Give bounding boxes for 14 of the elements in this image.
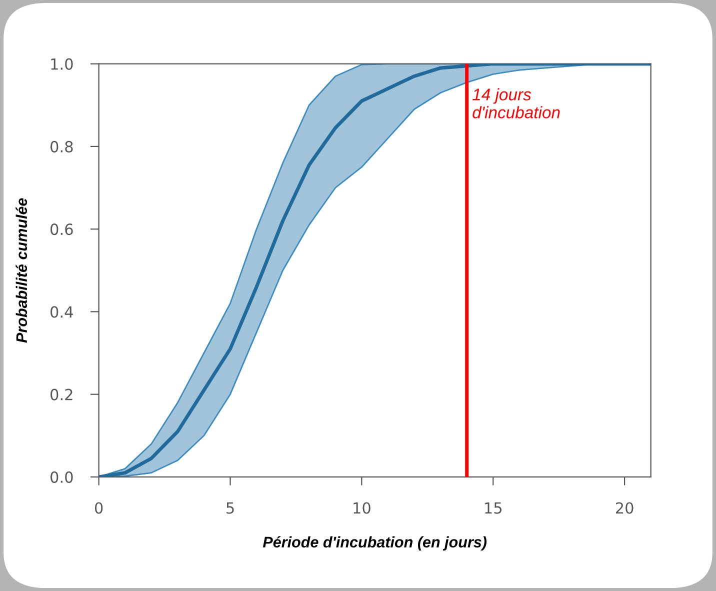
y-tick-label: 0.6 [50, 224, 73, 236]
y-tick-label: 0.0 [50, 471, 73, 483]
y-axis-title: Probabilité cumulée [16, 198, 28, 343]
y-tick-label: 0.2 [50, 388, 72, 400]
x-tick-label: 0 [94, 502, 103, 514]
x-axis-title: Période d'incubation (en jours) [262, 536, 487, 551]
y-tick-label: 0.8 [50, 140, 73, 152]
x-tick-label: 10 [354, 502, 370, 514]
x-tick-label: 20 [616, 502, 634, 514]
y-tick-label: 1.0 [51, 58, 73, 70]
ref-line-label: 14 jours d'incubation [472, 88, 560, 118]
x-tick-label: 5 [226, 502, 234, 514]
y-tick-label: 0.4 [50, 306, 73, 318]
x-tick-label: 15 [485, 502, 502, 514]
